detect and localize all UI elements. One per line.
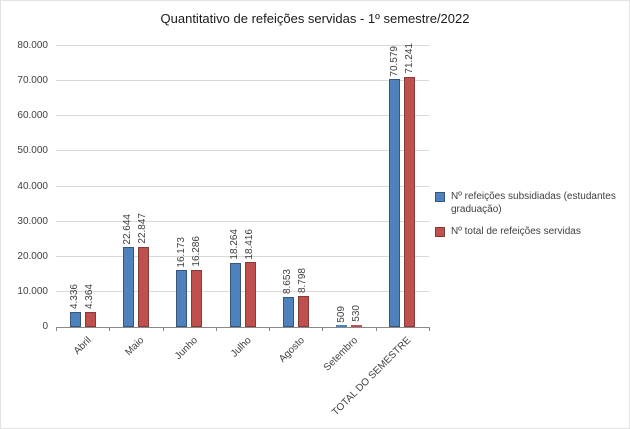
bar — [282, 296, 294, 327]
legend-label: Nº total de refeições servidas — [451, 226, 581, 237]
x-axis-tick — [109, 327, 111, 331]
y-axis-label: 50.000 — [17, 145, 48, 157]
gridline — [56, 45, 429, 46]
gridline — [56, 80, 429, 82]
y-axis-label: 40.000 — [17, 180, 48, 192]
x-axis-tick — [322, 327, 324, 331]
bar-value-label: 22.847 — [137, 213, 149, 244]
bar — [336, 325, 348, 327]
bar — [229, 262, 241, 327]
x-axis-label: Maio — [123, 335, 147, 359]
gridline — [56, 185, 429, 187]
bar — [297, 296, 309, 327]
x-axis-tick — [375, 327, 377, 331]
y-axis-label: 60.000 — [17, 110, 48, 122]
x-axis-label: Junho — [172, 335, 200, 363]
y-axis-label: 70.000 — [17, 75, 48, 87]
bar-value-label: 4.364 — [84, 283, 96, 309]
bar-value-label: 18.264 — [229, 229, 240, 260]
bar — [137, 246, 149, 327]
bar — [69, 311, 81, 327]
chart-title: Quantitativo de refeições servidas - 1º … — [160, 11, 470, 26]
legend-swatch — [435, 227, 445, 237]
bar — [244, 262, 256, 327]
bar — [122, 247, 134, 327]
legend-swatch — [435, 192, 445, 202]
gridline — [56, 290, 429, 292]
bar — [84, 311, 96, 327]
x-axis-tick — [56, 327, 57, 331]
bar — [389, 79, 401, 327]
x-axis-tick — [269, 327, 271, 331]
legend: Nº refeições subsidiadas (estudantes gra… — [435, 191, 627, 249]
y-axis-label: 10.000 — [17, 285, 48, 297]
bar-value-label: 71.241 — [403, 43, 415, 74]
gridline — [56, 150, 429, 152]
bar — [191, 269, 203, 327]
bar-value-label: 8.653 — [282, 268, 294, 294]
legend-item: Nº total de refeições servidas — [435, 226, 627, 239]
bar — [351, 325, 363, 327]
y-axis-label: 0 — [42, 321, 48, 332]
bar — [404, 76, 416, 327]
x-axis-tick — [429, 327, 430, 331]
y-axis-label: 20.000 — [17, 250, 48, 262]
bar-value-label: 16.286 — [190, 236, 202, 267]
bar — [176, 270, 188, 327]
bar-value-label: 16.173 — [175, 236, 187, 268]
bar-value-label: 18.416 — [244, 228, 255, 260]
x-axis-tick — [215, 327, 217, 331]
legend-item: Nº refeições subsidiadas (estudantes gra… — [435, 191, 627, 216]
y-axis-label: 30.000 — [17, 215, 48, 227]
bar-value-label: 70.579 — [388, 45, 400, 77]
y-axis-label: 80.000 — [17, 40, 48, 51]
x-axis-label: Agosto — [276, 335, 307, 365]
x-axis-label: Julho — [228, 335, 254, 360]
x-axis-label: Setembro — [321, 335, 360, 374]
x-axis-tick — [162, 327, 164, 331]
bar-value-label: 8.798 — [297, 268, 309, 294]
bar-value-label: 4.336 — [69, 283, 81, 309]
plot-area: 0 10.000 20.000 30.000 40.000 50.000 60.000 70.… — [17, 40, 430, 418]
gridline — [56, 115, 429, 117]
gridline — [56, 220, 429, 222]
bar-value-label: 509 — [335, 305, 347, 323]
bar-value-label: 530 — [350, 305, 362, 323]
gridline — [56, 255, 429, 257]
legend-label: Nº refeições subsidiadas (estudantes gra… — [451, 191, 616, 215]
x-axis-label: Abril — [71, 335, 94, 357]
bar-value-label: 22.644 — [122, 213, 134, 245]
